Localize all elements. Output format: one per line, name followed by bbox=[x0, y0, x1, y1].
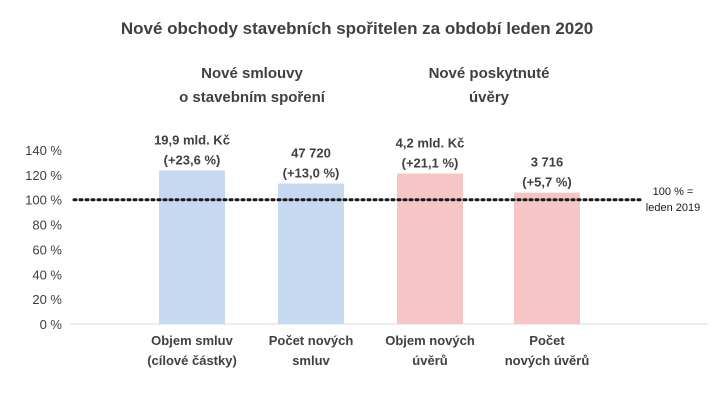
category-label: Objem smluv (cílové částky) bbox=[147, 333, 237, 368]
y-tick-label: 140 % bbox=[25, 143, 62, 158]
chart-title: Nové obchody stavebních spořitelen za ob… bbox=[121, 19, 593, 38]
category-label: Počet nových úvěrů bbox=[505, 333, 590, 368]
category-label: Objem nových úvěrů bbox=[385, 333, 475, 368]
data-label: 19,9 mld. Kč (+23,6 %) bbox=[154, 132, 230, 167]
group-label: Nové smlouvy o stavebním spoření bbox=[179, 65, 326, 106]
bar bbox=[514, 192, 580, 324]
bar bbox=[397, 173, 463, 324]
data-label: 4,2 mld. Kč (+21,1 %) bbox=[396, 135, 465, 170]
y-tick-label: 120 % bbox=[25, 168, 62, 183]
y-tick-label: 40 % bbox=[32, 267, 62, 282]
bar bbox=[159, 170, 225, 324]
category-label: Počet nových smluv bbox=[269, 333, 354, 368]
reference-line-label: 100 % = leden 2019 bbox=[646, 186, 700, 214]
y-tick-label: 60 % bbox=[32, 242, 62, 257]
group-label: Nové poskytnuté úvěry bbox=[429, 65, 550, 106]
data-label: 47 720 (+13,0 %) bbox=[283, 146, 340, 181]
y-tick-label: 100 % bbox=[25, 193, 62, 208]
y-tick-label: 20 % bbox=[32, 292, 62, 307]
data-label: 3 716 (+5,7 %) bbox=[522, 155, 572, 190]
y-tick-label: 80 % bbox=[32, 218, 62, 233]
bar bbox=[278, 183, 344, 324]
y-tick-label: 0 % bbox=[40, 317, 63, 332]
